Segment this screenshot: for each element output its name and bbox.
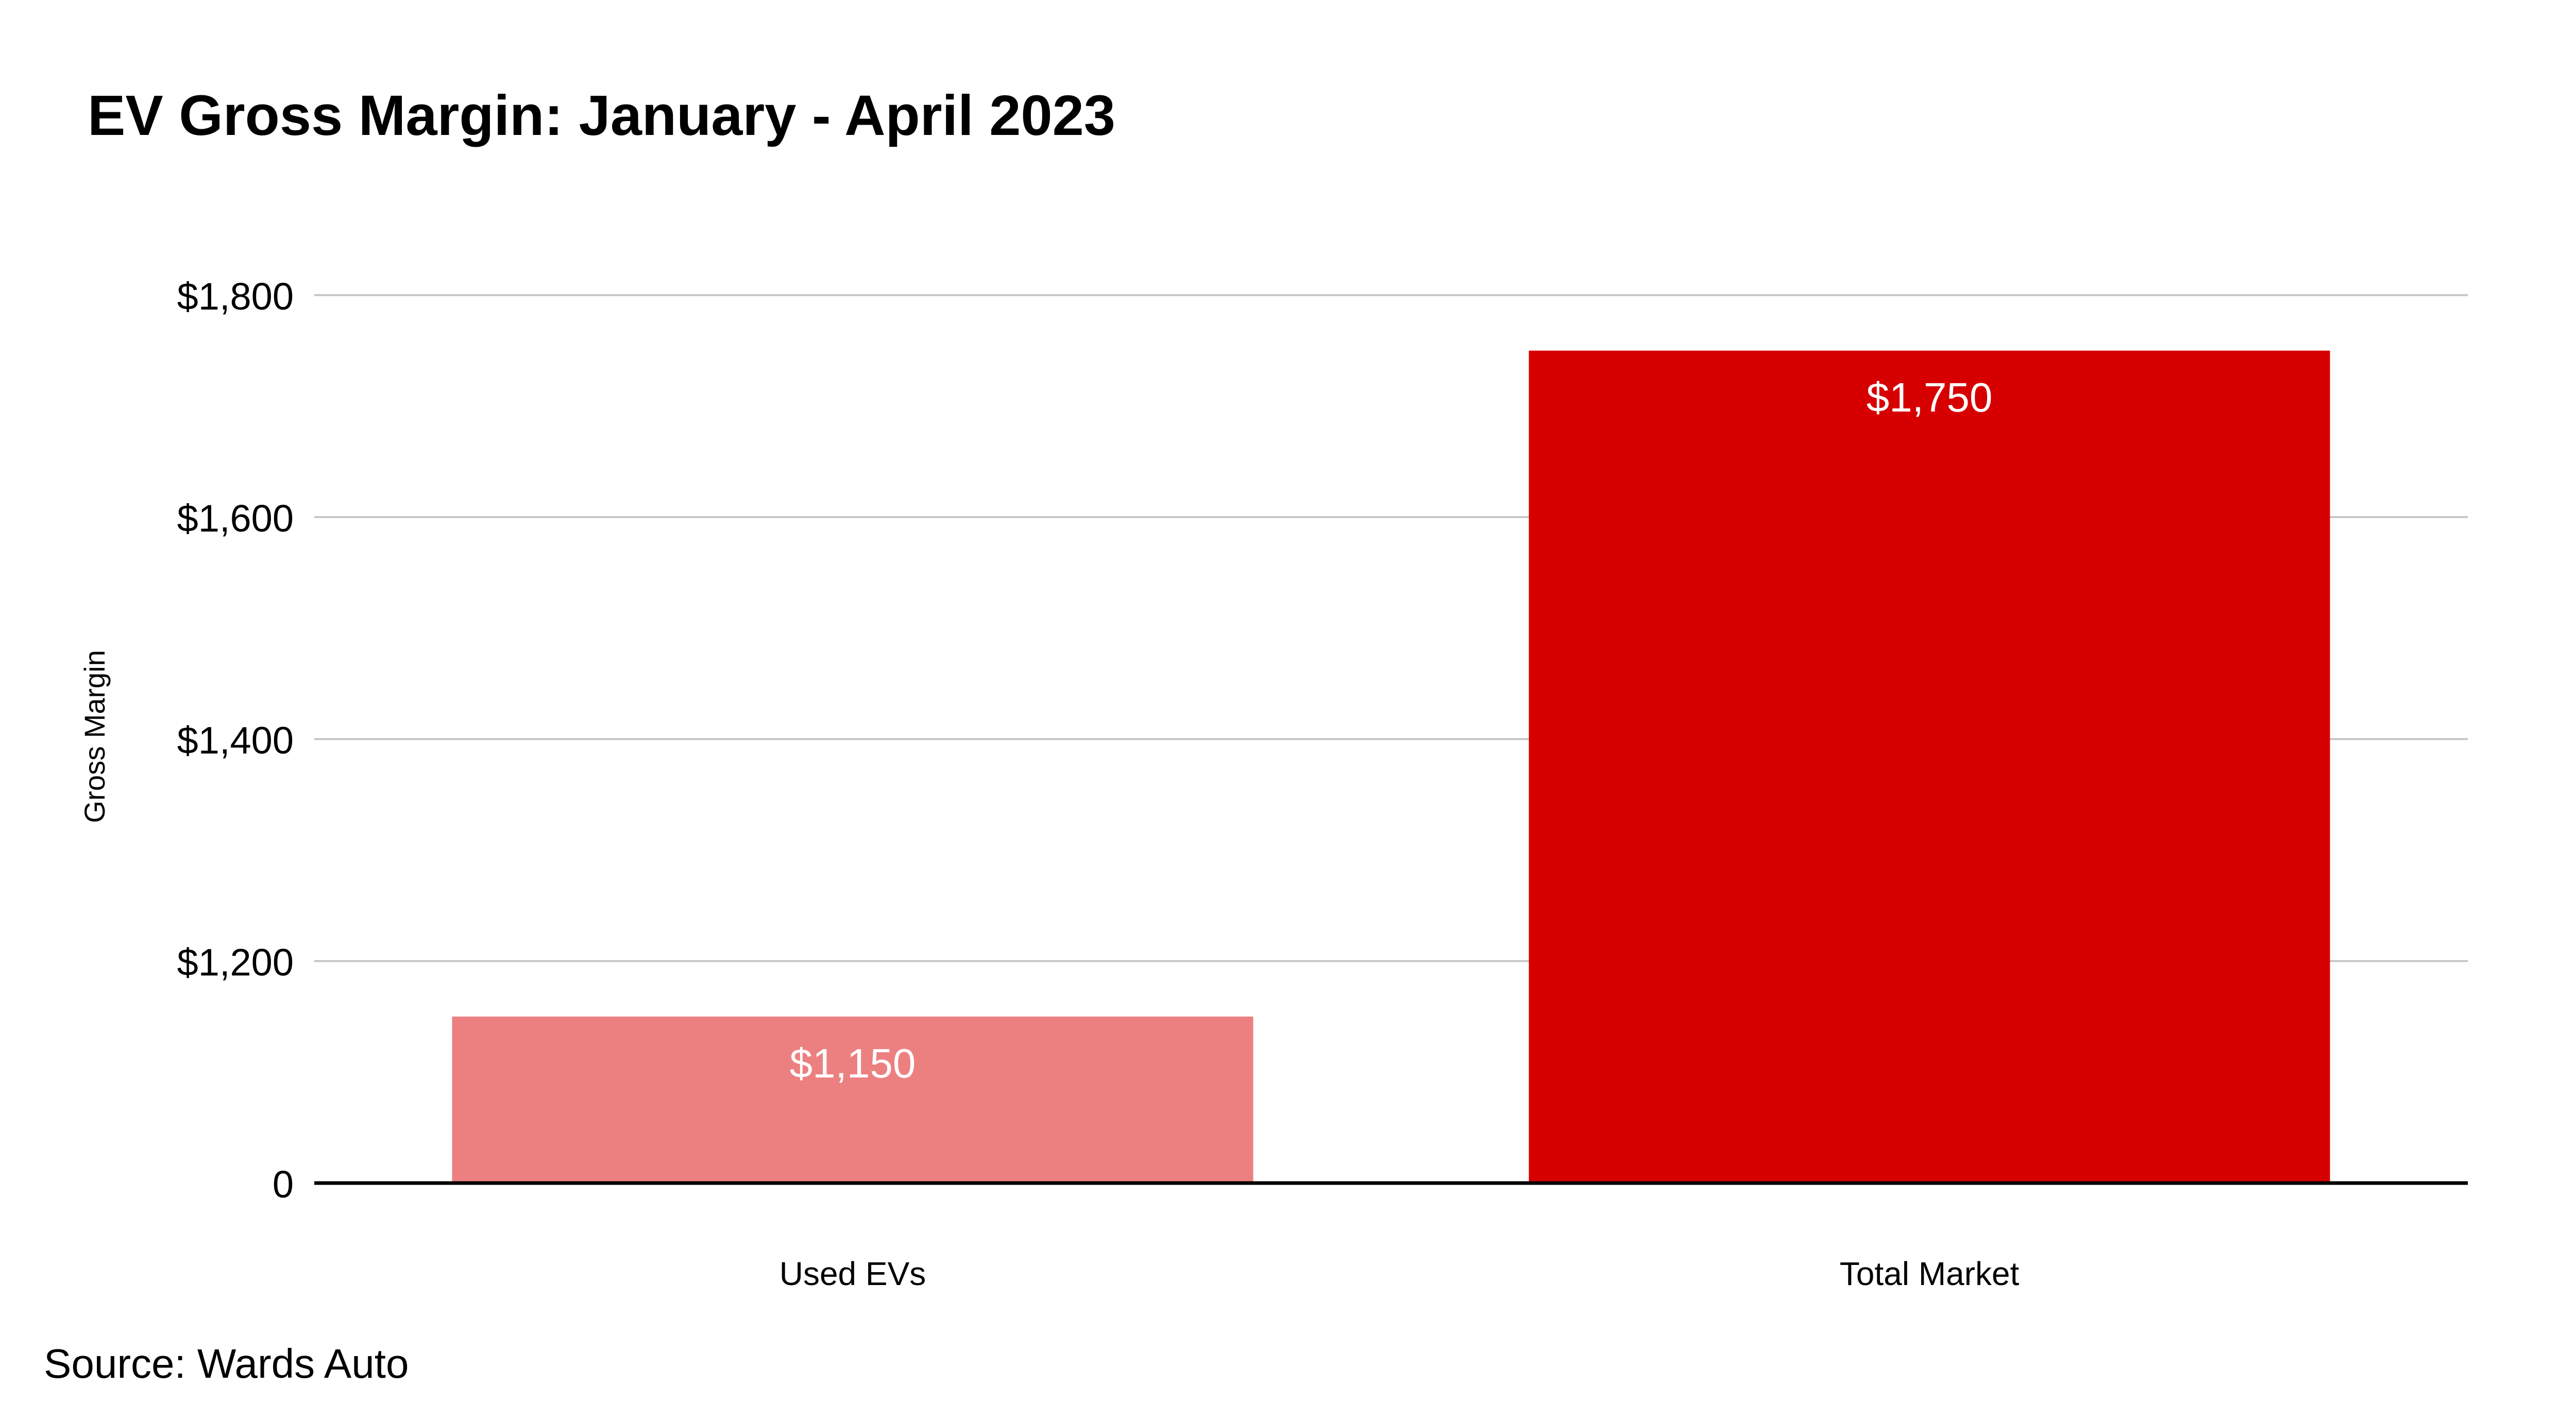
- labels: 0 $1,200 $1,400 $1,600 $1,800 $1,150 Used EVs $…: [177, 275, 2020, 1292]
- y-tick-label: $1,600: [177, 497, 294, 540]
- x-tick-label: Total Market: [1840, 1255, 2020, 1292]
- y-axis-title: Gross Margin: [78, 650, 111, 823]
- chart-title: EV Gross Margin: January - April 2023: [88, 84, 1115, 147]
- data-label: $1,750: [1867, 374, 1993, 420]
- bar[interactable]: [1529, 350, 2330, 1183]
- y-tick-label: 0: [273, 1163, 294, 1206]
- source-note: Source: Wards Auto: [44, 1341, 409, 1386]
- y-tick-label: $1,400: [177, 719, 294, 762]
- x-tick-label: Used EVs: [779, 1255, 926, 1292]
- data-label: $1,150: [790, 1040, 916, 1086]
- y-tick-label: $1,800: [177, 275, 294, 318]
- bar[interactable]: [452, 1016, 1253, 1183]
- bars: [452, 350, 2330, 1183]
- y-tick-label: $1,200: [177, 941, 294, 984]
